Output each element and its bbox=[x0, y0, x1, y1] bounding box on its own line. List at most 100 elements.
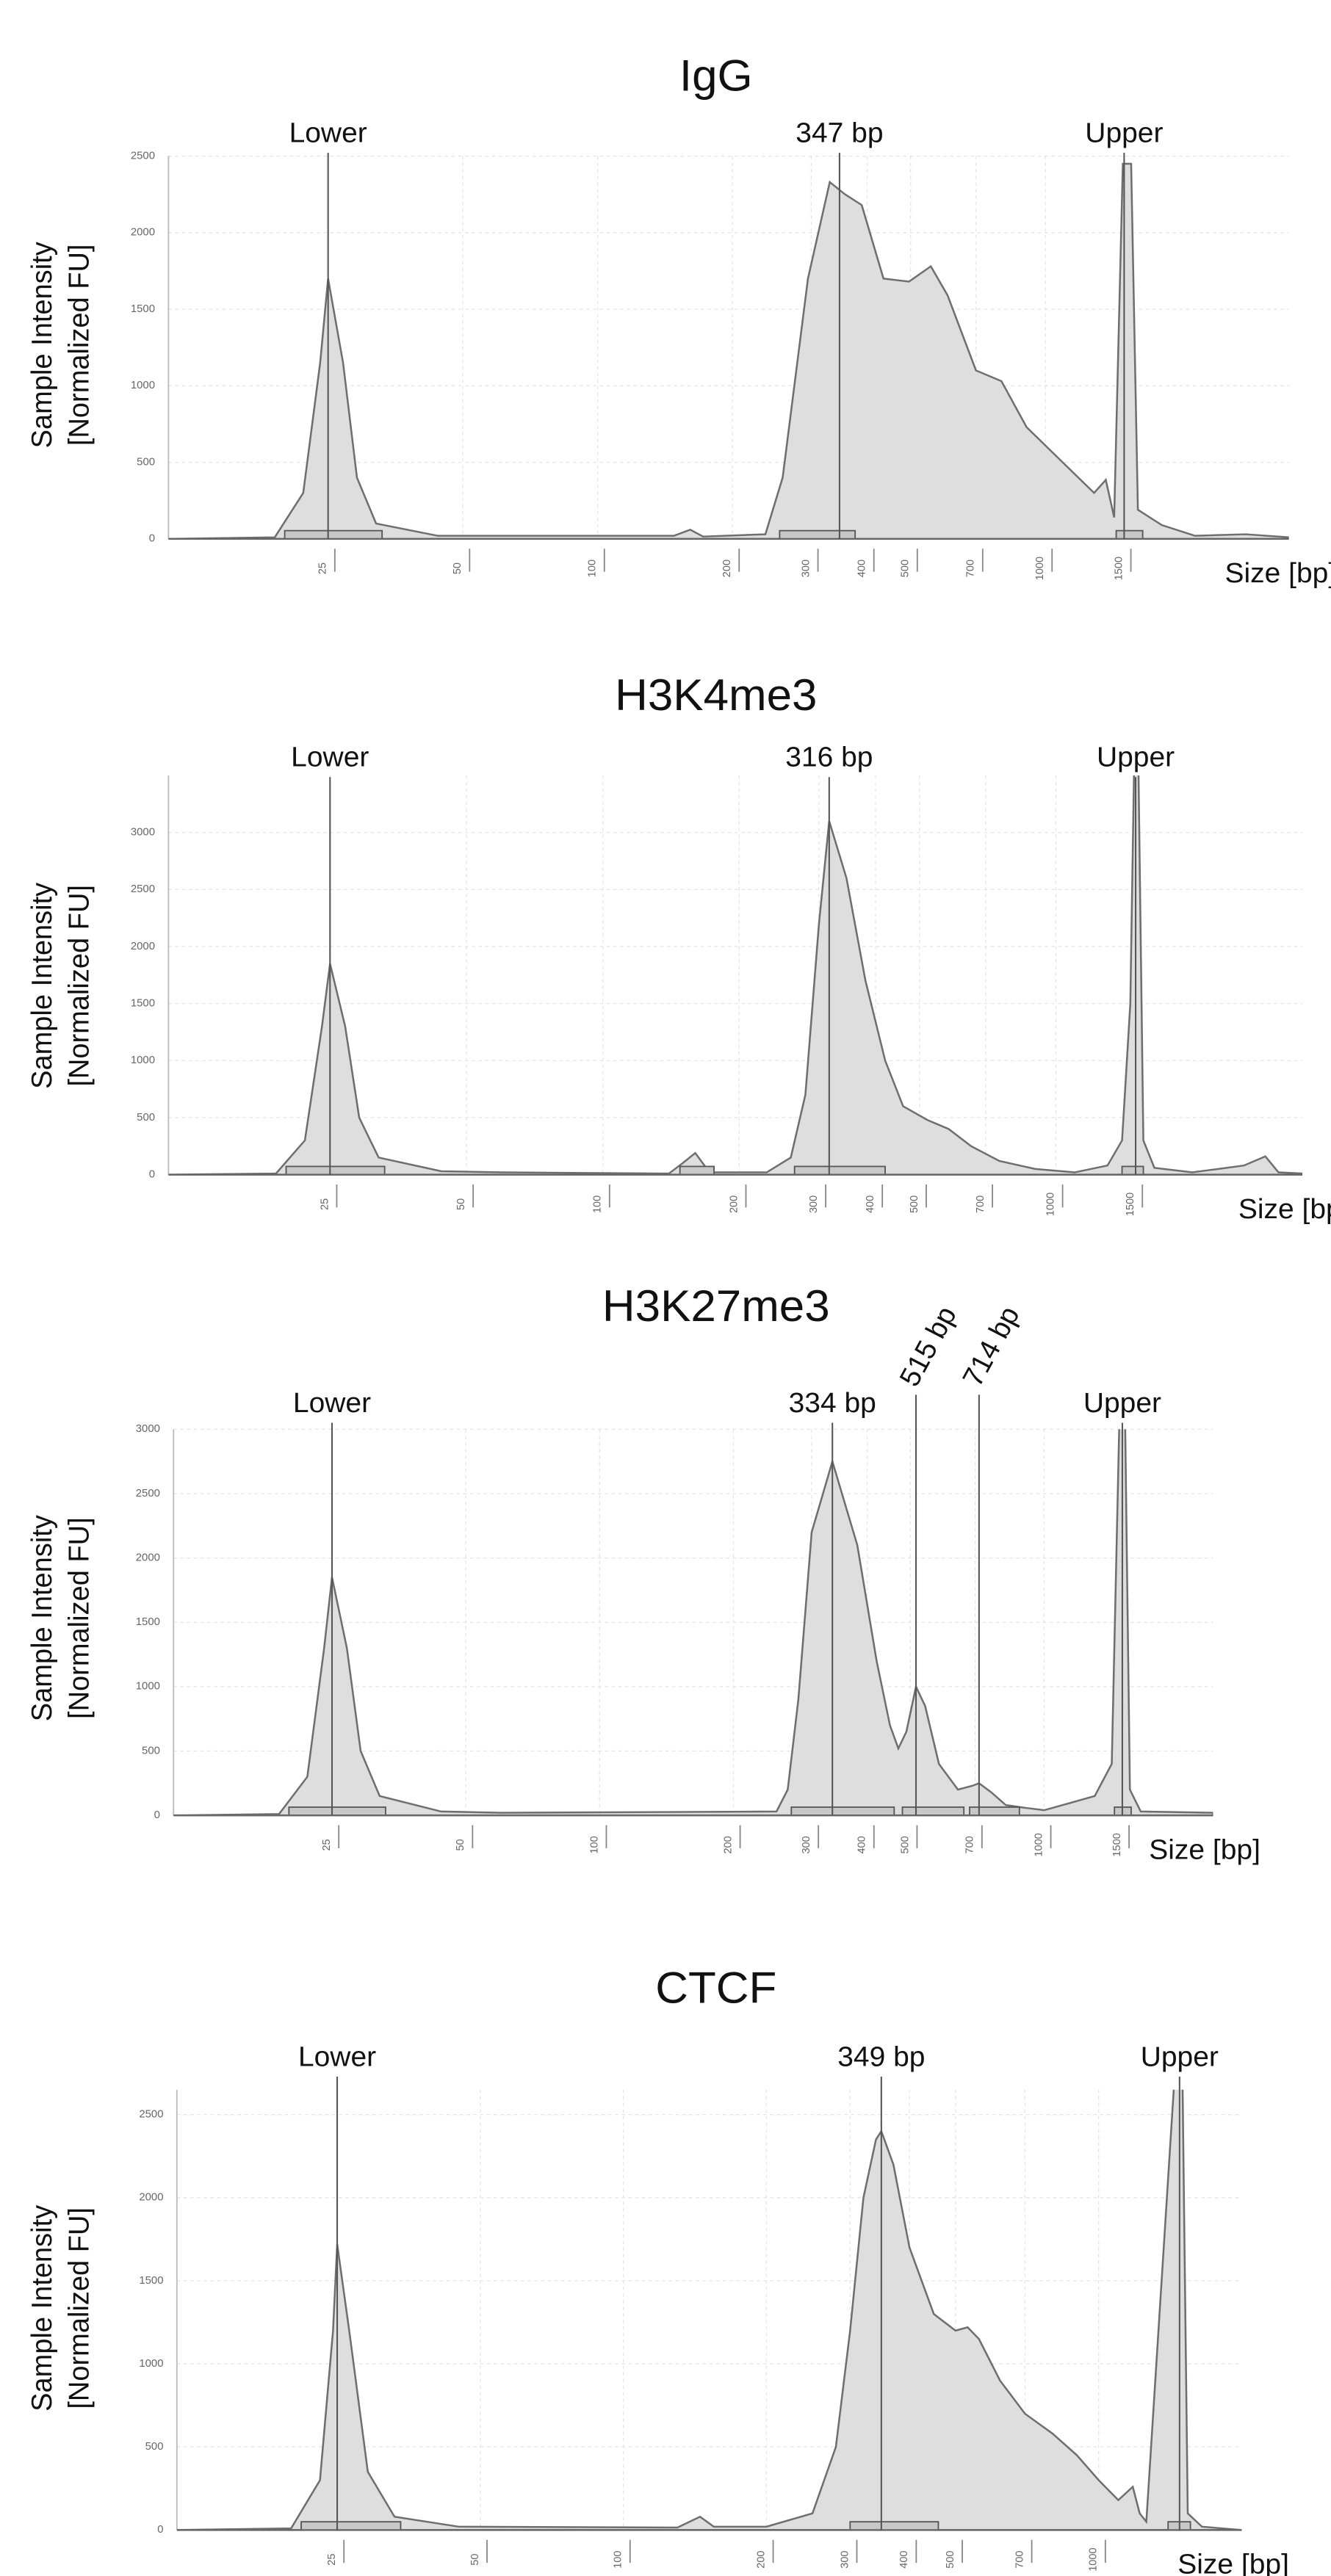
y-axis-label: Sample Intensity bbox=[26, 882, 59, 1089]
x-tick-label: 700 bbox=[965, 560, 977, 577]
y-tick-label: 1000 bbox=[131, 1054, 155, 1066]
y-tick-label: 2500 bbox=[139, 2109, 163, 2121]
x-tick-label: 200 bbox=[755, 2551, 767, 2569]
y-tick-label: 500 bbox=[137, 1112, 155, 1124]
x-axis-label: Size [bp] bbox=[1238, 1193, 1331, 1224]
x-tick-label: 25 bbox=[319, 1198, 331, 1210]
chart-title: CTCF bbox=[655, 1963, 776, 2012]
region-box bbox=[969, 1806, 1020, 1817]
y-axis-label: [Normalized FU] bbox=[63, 2207, 95, 2409]
plot-area bbox=[168, 162, 1289, 540]
x-tick-label: 700 bbox=[964, 1836, 976, 1853]
peak-label: 316 bp bbox=[785, 742, 873, 773]
trace-area bbox=[168, 775, 1303, 1176]
y-tick-label: 2000 bbox=[139, 2192, 163, 2204]
x-tick-label: 100 bbox=[613, 2551, 624, 2569]
x-axis-label: Size [bp] bbox=[1177, 2549, 1289, 2576]
x-tick-label: 700 bbox=[975, 1195, 986, 1213]
x-tick-label: 100 bbox=[588, 1836, 600, 1853]
peak-label: 347 bp bbox=[796, 117, 883, 148]
region-box bbox=[849, 2521, 939, 2531]
y-tick-label: 2000 bbox=[131, 941, 155, 952]
x-tick-label: 25 bbox=[317, 562, 329, 574]
y-tick-label: 1000 bbox=[136, 1681, 160, 1693]
y-axis-label: Sample Intensity bbox=[26, 1514, 59, 1721]
y-axis-label: [Normalized FU] bbox=[63, 1517, 95, 1719]
y-tick-label: 2500 bbox=[131, 883, 155, 895]
y-tick-label: 500 bbox=[142, 1745, 160, 1757]
peak-label: Lower bbox=[289, 117, 367, 148]
y-tick-label: 1000 bbox=[139, 2358, 163, 2370]
y-tick-label: 1000 bbox=[131, 380, 155, 391]
y-tick-label: 0 bbox=[154, 1809, 160, 1821]
y-tick-label: 2000 bbox=[136, 1552, 160, 1564]
peak-label: 349 bp bbox=[837, 2041, 925, 2072]
x-tick-label: 300 bbox=[801, 1836, 812, 1853]
x-tick-label: 400 bbox=[856, 560, 868, 577]
x-tick-label: 50 bbox=[455, 1839, 466, 1850]
peak-label: Lower bbox=[298, 2041, 376, 2072]
x-tick-label: 700 bbox=[1014, 2551, 1025, 2569]
y-axis-label: Sample Intensity bbox=[26, 242, 59, 449]
x-axis-label: Size [bp] bbox=[1224, 558, 1331, 589]
x-tick-label: 200 bbox=[728, 1195, 740, 1213]
y-tick-label: 0 bbox=[149, 533, 155, 545]
x-axis-label: Size [bp] bbox=[1149, 1834, 1260, 1865]
y-tick-label: 1500 bbox=[131, 998, 155, 1010]
x-tick-label: 50 bbox=[455, 1198, 467, 1210]
plot-area bbox=[168, 775, 1303, 1176]
x-tick-label: 300 bbox=[800, 560, 812, 577]
plot-area bbox=[173, 1429, 1213, 1817]
y-tick-label: 2500 bbox=[136, 1488, 160, 1499]
peak-label: Upper bbox=[1083, 1387, 1161, 1418]
region-box bbox=[285, 1165, 386, 1176]
x-tick-label: 500 bbox=[909, 1195, 920, 1213]
x-tick-label: 100 bbox=[592, 1195, 604, 1213]
region-box bbox=[284, 529, 383, 540]
x-tick-label: 1500 bbox=[1111, 1833, 1123, 1856]
y-tick-label: 3000 bbox=[136, 1423, 160, 1435]
peak-label: Upper bbox=[1085, 117, 1163, 148]
chart-title: H3K27me3 bbox=[602, 1281, 830, 1331]
region-box bbox=[793, 1165, 886, 1176]
y-axis-label: [Normalized FU] bbox=[63, 245, 95, 446]
x-tick-label: 500 bbox=[900, 560, 912, 577]
peak-label: Lower bbox=[293, 1387, 371, 1418]
x-tick-label: 1000 bbox=[1088, 2547, 1100, 2571]
x-tick-label: 1500 bbox=[1113, 557, 1125, 580]
y-tick-label: 0 bbox=[157, 2524, 163, 2536]
region-box bbox=[779, 529, 856, 540]
x-tick-label: 1500 bbox=[1125, 1193, 1136, 1216]
x-tick-label: 300 bbox=[839, 2551, 851, 2569]
peak-label: Lower bbox=[291, 742, 369, 773]
region-box bbox=[300, 2521, 402, 2531]
y-tick-label: 2000 bbox=[131, 227, 155, 239]
region-box bbox=[790, 1806, 895, 1817]
y-tick-label: 2500 bbox=[131, 151, 155, 162]
trace-area bbox=[176, 2089, 1242, 2531]
x-tick-label: 1000 bbox=[1034, 557, 1046, 580]
peak-label: 714 bp bbox=[956, 1301, 1025, 1392]
region-box bbox=[1121, 1165, 1144, 1176]
y-tick-label: 0 bbox=[149, 1169, 155, 1181]
x-tick-label: 500 bbox=[945, 2551, 956, 2569]
chart-title: IgG bbox=[679, 51, 753, 100]
peak-label: Upper bbox=[1097, 742, 1175, 773]
chart-title: H3K4me3 bbox=[615, 670, 817, 719]
x-tick-label: 500 bbox=[899, 1836, 911, 1853]
peak-label: 334 bp bbox=[789, 1387, 876, 1418]
x-tick-label: 400 bbox=[856, 1836, 868, 1853]
y-tick-label: 3000 bbox=[131, 827, 155, 839]
region-box bbox=[288, 1806, 386, 1817]
y-tick-label: 1500 bbox=[139, 2275, 163, 2287]
x-tick-label: 100 bbox=[587, 560, 599, 577]
region-box bbox=[901, 1806, 965, 1817]
x-tick-label: 50 bbox=[469, 2554, 481, 2566]
peak-label: 515 bp bbox=[894, 1301, 963, 1392]
y-axis-label: [Normalized FU] bbox=[63, 885, 95, 1087]
region-box bbox=[679, 1165, 715, 1176]
y-tick-label: 1500 bbox=[131, 303, 155, 315]
trace-area bbox=[168, 162, 1289, 540]
peak-label: Upper bbox=[1141, 2041, 1219, 2072]
